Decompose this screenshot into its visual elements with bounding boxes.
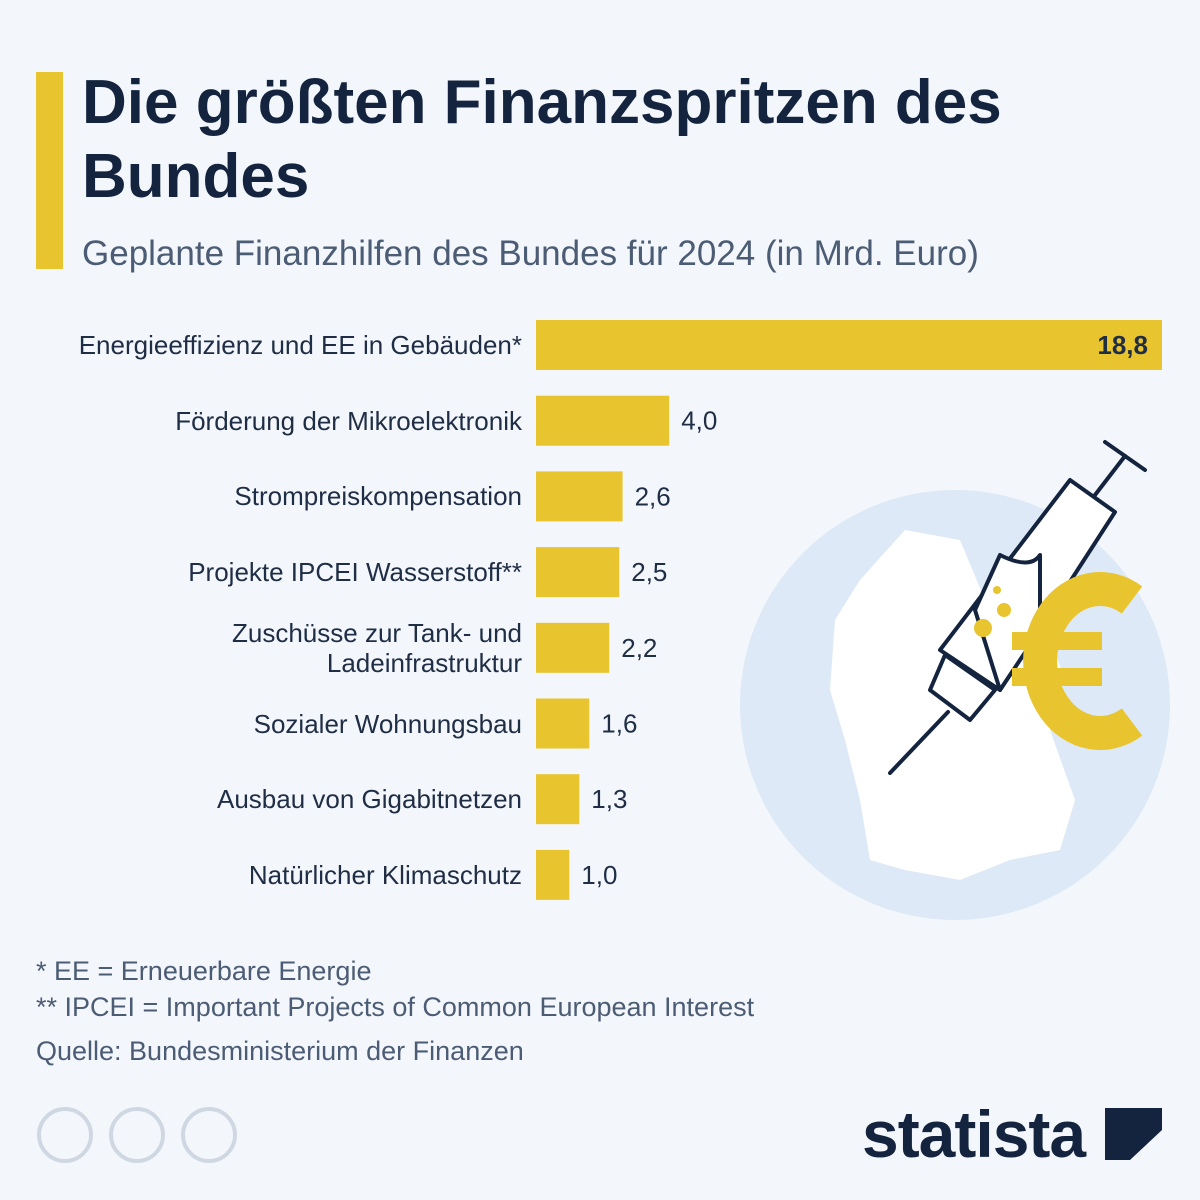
category-label: Ausbau von Gigabitnetzen: [217, 784, 522, 815]
illustration: [740, 440, 1170, 920]
euro-bar: [1012, 632, 1102, 650]
brand-icon: [1105, 1108, 1162, 1160]
source: Quelle: Bundesministerium der Finanzen: [36, 1036, 524, 1066]
value-label: 4,0: [681, 406, 717, 436]
chart-title: Die größten Finanzspritzen des Bundes: [82, 68, 1002, 211]
bar: [536, 849, 570, 900]
syringe: [888, 440, 1147, 775]
value-label: 1,6: [601, 709, 637, 739]
bar: [536, 774, 580, 825]
license-icons: [37, 1107, 237, 1163]
value-label: 2,2: [621, 633, 657, 663]
category-label: Energieeffizienz und EE in Gebäuden*: [78, 330, 522, 360]
euro-bar: [1012, 668, 1102, 686]
bar: [536, 622, 610, 673]
category-label: Zuschüsse zur Tank- und Ladeinfrastruktu…: [232, 617, 522, 678]
euro-arc: [1023, 572, 1143, 750]
bubble: [997, 603, 1011, 617]
bar: [536, 471, 623, 522]
brand: statista: [862, 1097, 1086, 1171]
bar: [536, 320, 1162, 370]
title-accent: [36, 72, 63, 269]
value-label: 2,5: [631, 557, 667, 587]
bar: [536, 698, 590, 749]
category-label: Strompreiskompensation: [234, 481, 522, 512]
footnote: * EE = Erneuerbare Energie: [36, 956, 372, 986]
value-label: 1,3: [591, 784, 627, 814]
value-label: 2,6: [635, 481, 671, 511]
bubble: [993, 586, 1001, 594]
bar: [536, 395, 670, 446]
bubble: [974, 619, 992, 637]
chart-subtitle: Geplante Finanzhilfen des Bundes für 202…: [82, 234, 979, 273]
category-label: Projekte IPCEI Wasserstoff**: [188, 557, 522, 588]
value-label: 18,8: [1097, 330, 1148, 360]
category-label: Förderung der Mikroelektronik: [175, 405, 522, 436]
footnote: ** IPCEI = Important Projects of Common …: [36, 992, 755, 1022]
value-label: 1,0: [581, 860, 617, 890]
bar: [536, 547, 620, 598]
category-label: Sozialer Wohnungsbau: [253, 708, 522, 739]
category-label: Natürlicher Klimaschutz: [248, 859, 522, 890]
